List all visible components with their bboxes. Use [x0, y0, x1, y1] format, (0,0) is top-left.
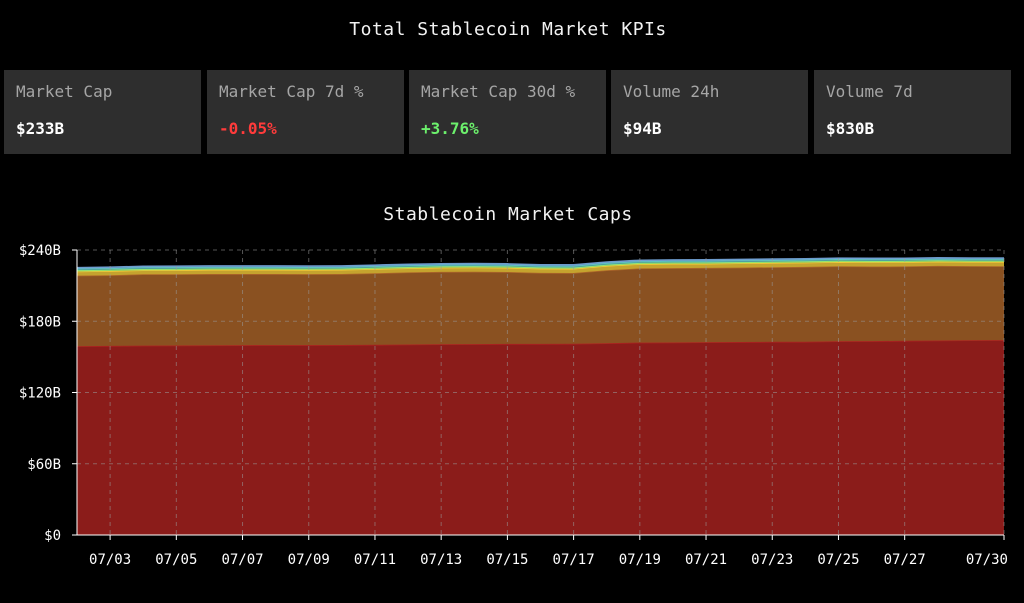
x-tick-label: 07/11 [354, 552, 396, 568]
x-tick-label: 07/09 [288, 552, 330, 568]
kpi-label: Market Cap [16, 82, 113, 101]
x-tick-label: 07/05 [155, 552, 197, 568]
x-tick-labels: 07/03 07/05 07/07 07/09 07/11 07/13 07/15 07/17… [89, 535, 1008, 568]
y-tick-label: $180B [19, 314, 61, 330]
x-tick-label: 07/23 [751, 552, 793, 568]
y-tick-label: $120B [19, 386, 61, 402]
x-tick-label: 07/17 [553, 552, 595, 568]
kpi-value: -0.05% [219, 119, 277, 138]
area-layers [76, 256, 1005, 535]
y-tick-label: $60B [27, 457, 61, 473]
kpi-value: $94B [623, 119, 662, 138]
kpi-label: Volume 7d [826, 82, 913, 101]
kpi-card-market-cap: Market Cap $233B [4, 70, 201, 154]
x-tick-label: 07/15 [486, 552, 528, 568]
area-series-1 [77, 265, 1004, 347]
area-series-line-5 [76, 256, 1004, 269]
kpi-card-market-cap-7d: Market Cap 7d % -0.05% [207, 70, 404, 154]
x-tick-label: 07/25 [817, 552, 859, 568]
grid-lines [77, 249, 1005, 535]
kpi-card-market-cap-30d: Market Cap 30d % +3.76% [409, 70, 606, 154]
x-tick-label: 07/27 [884, 552, 926, 568]
kpi-value: $830B [826, 119, 875, 138]
kpi-card-volume-24h: Volume 24h $94B [611, 70, 808, 154]
x-tick-label: 07/07 [221, 552, 263, 568]
x-tick-label: 07/19 [619, 552, 661, 568]
kpi-card-volume-7d: Volume 7d $830B [814, 70, 1011, 154]
x-tick-label: 07/03 [89, 552, 131, 568]
x-tick-label: 07/30 [966, 552, 1008, 568]
x-tick-label: 07/13 [420, 552, 462, 568]
y-tick-labels: $0 $60B $120B $180B $240B [19, 243, 77, 544]
y-tick-label: $0 [44, 528, 61, 544]
kpi-label: Volume 24h [623, 82, 720, 101]
kpi-value: +3.76% [421, 119, 479, 138]
x-tick-label: 07/21 [685, 552, 727, 568]
y-tick-label: $240B [19, 243, 61, 259]
kpi-label: Market Cap 7d % [219, 82, 364, 101]
kpi-label: Market Cap 30d % [421, 82, 576, 101]
chart-title: Stablecoin Market Caps [383, 204, 633, 225]
stacked-area-chart: $0$60B$120B$180B$240B 07/03 07/05 07/07 07/… [19, 243, 1008, 568]
area-series-0 [77, 340, 1004, 535]
kpi-section-title: Total Stablecoin Market KPIs [349, 19, 667, 40]
kpi-value: $233B [16, 119, 65, 138]
